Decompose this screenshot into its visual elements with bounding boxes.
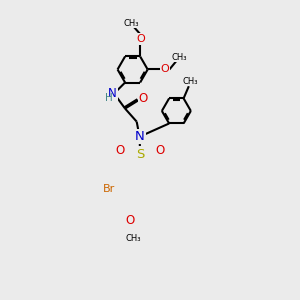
- Text: Br: Br: [102, 184, 115, 194]
- Text: H: H: [105, 93, 113, 103]
- Text: O: O: [161, 64, 170, 74]
- Text: S: S: [136, 148, 144, 161]
- Text: O: O: [156, 143, 165, 157]
- Text: CH₃: CH₃: [172, 53, 187, 62]
- Text: CH₃: CH₃: [182, 76, 198, 85]
- Text: CH₃: CH₃: [126, 235, 141, 244]
- Text: N: N: [135, 130, 144, 143]
- Text: CH₃: CH₃: [123, 19, 139, 28]
- Text: O: O: [125, 214, 134, 226]
- Text: N: N: [108, 87, 117, 100]
- Text: O: O: [115, 143, 124, 157]
- Text: O: O: [139, 92, 148, 105]
- Text: O: O: [136, 34, 145, 44]
